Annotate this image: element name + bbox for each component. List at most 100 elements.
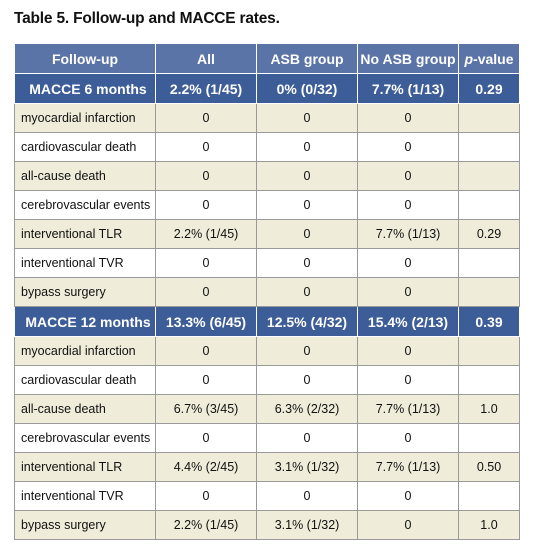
cell-label: interventional TVR [14, 248, 156, 278]
section-cell-p: 0.29 [458, 73, 520, 104]
cell-p: 1.0 [458, 394, 520, 424]
cell-asb: 0 [256, 365, 358, 395]
cell-all: 4.4% (2/45) [155, 452, 257, 482]
cell-all: 0 [155, 103, 257, 133]
cell-all: 0 [155, 248, 257, 278]
cell-asb: 0 [256, 219, 358, 249]
table-title: Table 5. Follow-up and MACCE rates. [14, 10, 280, 27]
cell-label: interventional TLR [14, 452, 156, 482]
table-row: cardiovascular death 0 0 0 [14, 132, 520, 162]
cell-all: 0 [155, 365, 257, 395]
cell-p [458, 190, 520, 220]
cell-all: 0 [155, 161, 257, 191]
cell-label: all-cause death [14, 394, 156, 424]
cell-noasb: 0 [357, 481, 459, 511]
cell-asb: 0 [256, 190, 358, 220]
section-cell-noasb: 15.4% (2/13) [357, 306, 459, 337]
cell-noasb: 0 [357, 103, 459, 133]
cell-p [458, 336, 520, 366]
cell-label: interventional TLR [14, 219, 156, 249]
cell-asb: 0 [256, 103, 358, 133]
pvalue-italic: p [464, 50, 474, 67]
col-header-pvalue: p-value [458, 43, 520, 74]
section-cell-label: MACCE 12 months [14, 306, 156, 337]
cell-all: 0 [155, 132, 257, 162]
cell-label: cardiovascular death [14, 365, 156, 395]
cell-p: 0.50 [458, 452, 520, 482]
cell-noasb: 7.7% (1/13) [357, 452, 459, 482]
cell-label: myocardial infarction [14, 103, 156, 133]
pvalue-rest: -value [473, 50, 514, 67]
table-row: myocardial infarction 0 0 0 [14, 336, 520, 366]
cell-all: 6.7% (3/45) [155, 394, 257, 424]
section-cell-p: 0.39 [458, 306, 520, 337]
cell-asb: 0 [256, 423, 358, 453]
table-body: MACCE 6 months 2.2% (1/45) 0% (0/32) 7.7% (… [14, 73, 520, 540]
cell-noasb: 0 [357, 336, 459, 366]
section-cell-asb: 0% (0/32) [256, 73, 358, 104]
table-row: interventional TVR 0 0 0 [14, 248, 520, 278]
cell-p [458, 423, 520, 453]
cell-all: 0 [155, 336, 257, 366]
header-row: Follow-up All ASB group No ASB group p-v… [14, 43, 520, 74]
table-row: cerebrovascular events 0 0 0 [14, 423, 520, 453]
table-row: bypass surgery 2.2% (1/45) 3.1% (1/32) 0 1.0 [14, 510, 520, 540]
table-row: cardiovascular death 0 0 0 [14, 365, 520, 395]
cell-noasb: 7.7% (1/13) [357, 219, 459, 249]
cell-p [458, 248, 520, 278]
cell-p [458, 277, 520, 307]
section-cell-label: MACCE 6 months [14, 73, 156, 104]
cell-label: cardiovascular death [14, 132, 156, 162]
cell-noasb: 0 [357, 277, 459, 307]
table-row: all-cause death 0 0 0 [14, 161, 520, 191]
cell-p [458, 132, 520, 162]
table-row: myocardial infarction 0 0 0 [14, 103, 520, 133]
col-header-all: All [155, 43, 257, 74]
followup-table: Follow-up All ASB group No ASB group p-v… [14, 43, 520, 540]
cell-noasb: 0 [357, 248, 459, 278]
section-cell-noasb: 7.7% (1/13) [357, 73, 459, 104]
table-row: bypass surgery 0 0 0 [14, 277, 520, 307]
cell-p: 1.0 [458, 510, 520, 540]
cell-p: 0.29 [458, 219, 520, 249]
cell-all: 2.2% (1/45) [155, 219, 257, 249]
cell-p [458, 481, 520, 511]
cell-label: bypass surgery [14, 277, 156, 307]
col-header-followup: Follow-up [14, 43, 156, 74]
cell-all: 0 [155, 481, 257, 511]
section-cell-asb: 12.5% (4/32) [256, 306, 358, 337]
cell-noasb: 0 [357, 161, 459, 191]
cell-asb: 6.3% (2/32) [256, 394, 358, 424]
table-row: interventional TVR 0 0 0 [14, 481, 520, 511]
table-row: interventional TLR 4.4% (2/45) 3.1% (1/32)… [14, 452, 520, 482]
cell-asb: 0 [256, 277, 358, 307]
cell-label: interventional TVR [14, 481, 156, 511]
cell-label: myocardial infarction [14, 336, 156, 366]
cell-p [458, 103, 520, 133]
section-cell-all: 13.3% (6/45) [155, 306, 257, 337]
col-header-noasb: No ASB group [357, 43, 459, 74]
cell-label: cerebrovascular events [14, 423, 156, 453]
col-header-asb: ASB group [256, 43, 358, 74]
cell-asb: 0 [256, 161, 358, 191]
section-row: MACCE 12 months 13.3% (6/45) 12.5% (4/32) 1… [14, 306, 520, 337]
cell-noasb: 0 [357, 510, 459, 540]
cell-asb: 0 [256, 248, 358, 278]
section-row: MACCE 6 months 2.2% (1/45) 0% (0/32) 7.7% (… [14, 73, 520, 104]
cell-asb: 3.1% (1/32) [256, 452, 358, 482]
table-row: cerebrovascular events 0 0 0 [14, 190, 520, 220]
cell-asb: 0 [256, 336, 358, 366]
cell-noasb: 7.7% (1/13) [357, 394, 459, 424]
cell-label: bypass surgery [14, 510, 156, 540]
cell-noasb: 0 [357, 190, 459, 220]
cell-all: 0 [155, 190, 257, 220]
cell-p [458, 161, 520, 191]
cell-all: 0 [155, 277, 257, 307]
table-row: interventional TLR 2.2% (1/45) 0 7.7% (1/13… [14, 219, 520, 249]
cell-noasb: 0 [357, 365, 459, 395]
cell-asb: 3.1% (1/32) [256, 510, 358, 540]
cell-asb: 0 [256, 132, 358, 162]
cell-noasb: 0 [357, 132, 459, 162]
cell-all: 2.2% (1/45) [155, 510, 257, 540]
section-cell-all: 2.2% (1/45) [155, 73, 257, 104]
